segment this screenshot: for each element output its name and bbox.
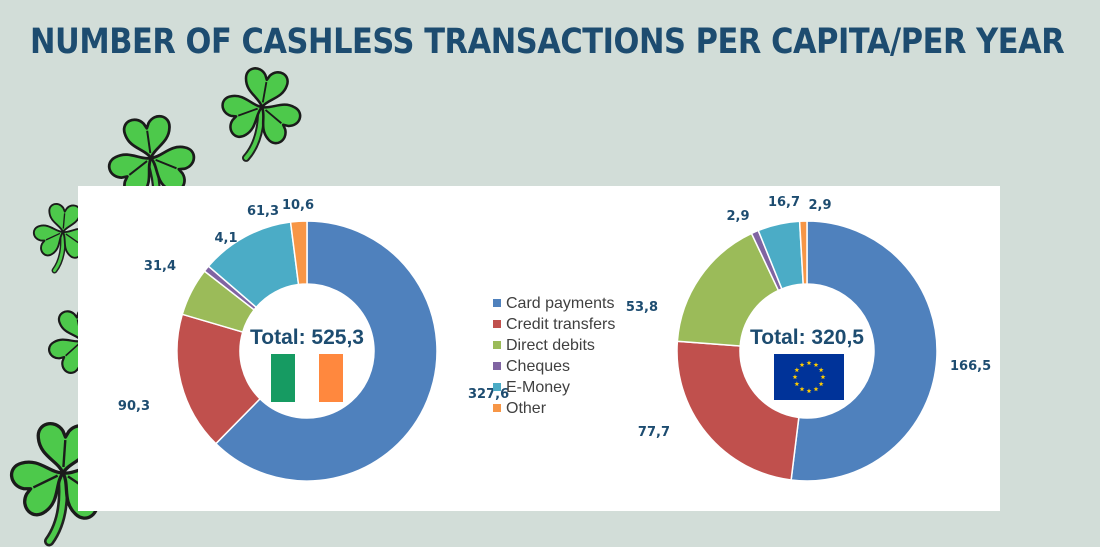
data-label-ireland-credit-transfers: 90,3 [118, 399, 150, 414]
data-label-eu-credit-transfers: 77,7 [638, 425, 670, 440]
legend-swatch-other [493, 404, 501, 412]
legend-entry-direct-debits: Direct debits [506, 337, 595, 354]
data-label-ireland-other: 10,6 [282, 198, 314, 213]
slice-eu-other [798, 220, 808, 285]
legend-swatch-direct-debits [493, 341, 501, 349]
donut-chart-ireland: 327,6 90,3 31,4 4,1 61,3 10,6 [118, 198, 509, 482]
page-title: NUMBER OF CASHLESS TRANSACTIONS PER CAPI… [30, 22, 1065, 62]
slice-ireland-card-payments [214, 220, 438, 482]
legend-entry-other: Other [506, 400, 547, 417]
legend-entry-card-payments: Card payments [506, 295, 615, 312]
data-label-eu-cheques: 2,9 [726, 209, 749, 224]
slice-ireland-other [289, 220, 308, 286]
legend: Card payments Credit transfers Direct debi… [493, 295, 615, 417]
legend-swatch-cheques [493, 362, 501, 370]
legend-entry-credit-transfers: Credit transfers [506, 316, 615, 333]
data-label-eu-card-payments: 166,5 [950, 359, 991, 374]
data-label-eu-e-money: 16,7 [768, 195, 800, 210]
eu-flag-icon [774, 354, 844, 400]
data-label-ireland-e-money: 61,3 [247, 204, 279, 219]
data-label-ireland-direct-debits: 31,4 [144, 259, 176, 274]
slice-eu-card-payments [790, 220, 938, 482]
legend-entry-cheques: Cheques [506, 358, 570, 375]
shamrock-icon [221, 67, 302, 162]
data-label-ireland-card-payments: 327,6 [468, 387, 509, 402]
legend-swatch-card-payments [493, 299, 501, 307]
legend-swatch-e-money [493, 383, 501, 391]
data-label-ireland-cheques: 4,1 [214, 231, 237, 246]
chart-panel: 327,6 90,3 31,4 4,1 61,3 10,6 166,5 77,7 53,8 2,… [78, 186, 1000, 511]
legend-swatch-credit-transfers [493, 320, 501, 328]
ireland-flag-icon [271, 354, 343, 402]
total-label-ireland: Total: 525,3 [250, 326, 364, 349]
data-label-eu-direct-debits: 53,8 [626, 300, 658, 315]
donut-chart-eu: 166,5 77,7 53,8 2,9 16,7 2,9 [626, 195, 991, 482]
slice-eu-credit-transfers [676, 340, 800, 481]
total-label-eu: Total: 320,5 [750, 326, 864, 349]
legend-entry-e-money: E-Money [506, 379, 570, 396]
donut-charts: 327,6 90,3 31,4 4,1 61,3 10,6 166,5 77,7 53,8 2,… [118, 195, 991, 482]
data-label-eu-other: 2,9 [808, 198, 831, 213]
